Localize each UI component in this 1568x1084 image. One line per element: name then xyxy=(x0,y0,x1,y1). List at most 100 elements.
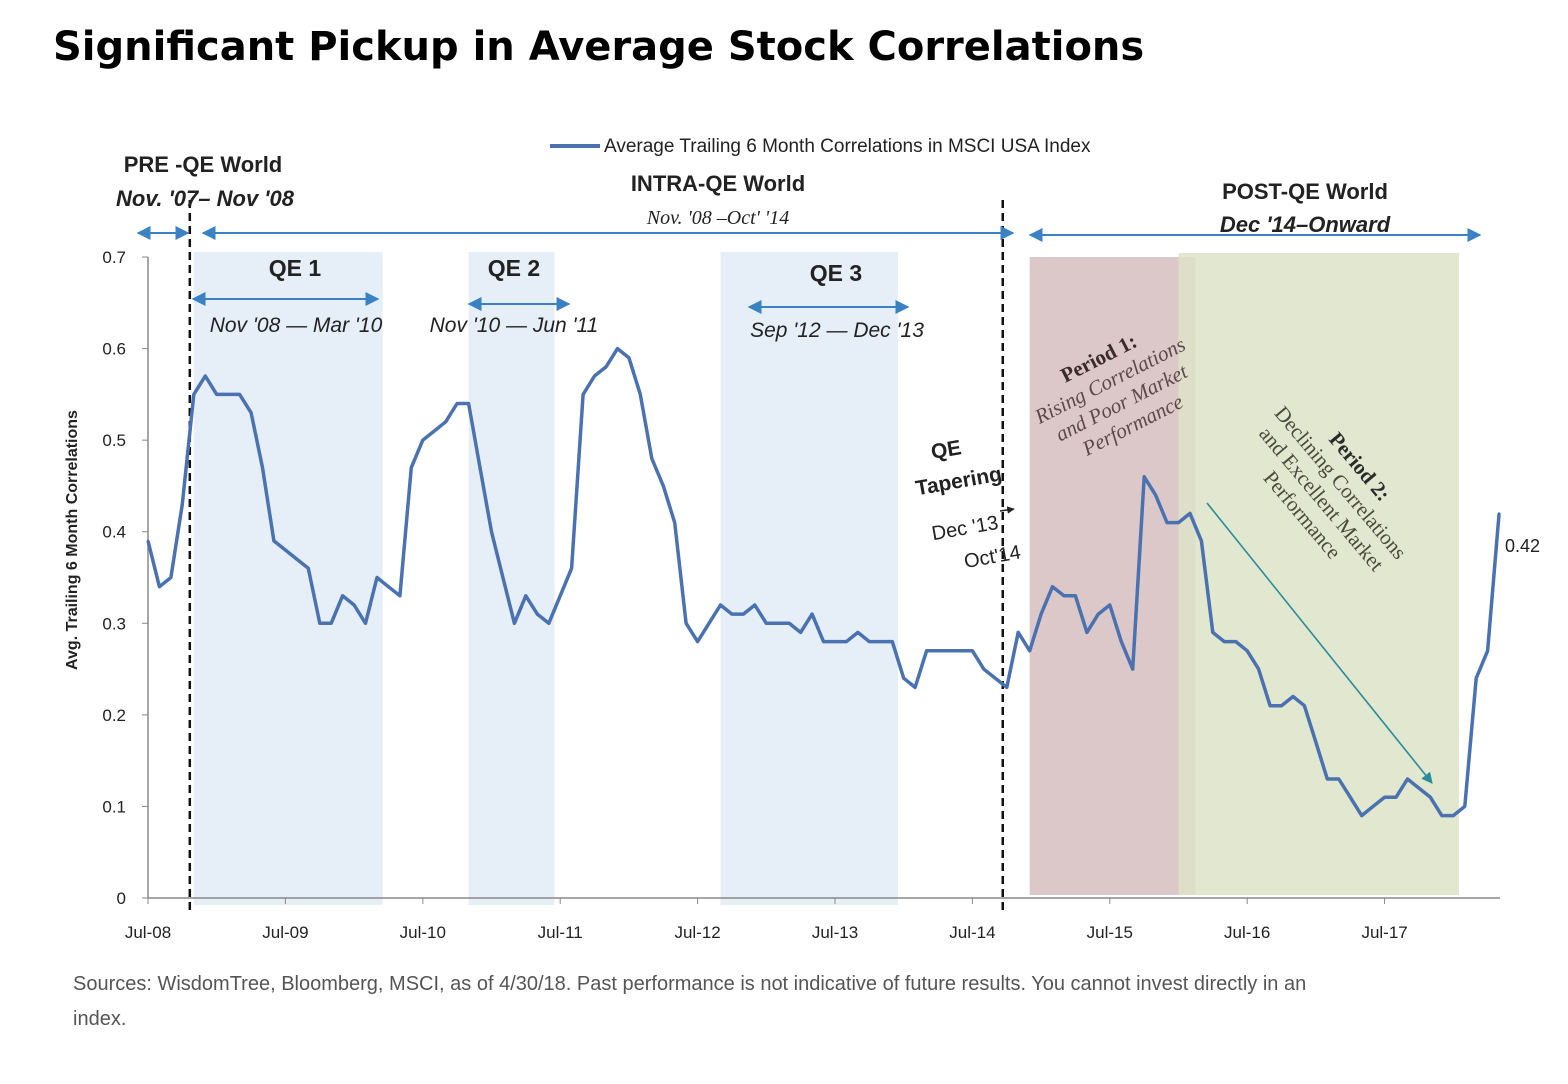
intra-qe-title: INTRA-QE World xyxy=(631,171,805,196)
x-tick-label: Jul-17 xyxy=(1361,923,1407,942)
last-value-label: 0.42 xyxy=(1505,536,1540,556)
data-point xyxy=(1211,631,1215,634)
data-point xyxy=(1039,612,1043,616)
data-point xyxy=(593,374,596,378)
chart-title: Significant Pickup in Average Stock Corr… xyxy=(53,24,1144,70)
x-tick-label: Jul-16 xyxy=(1224,923,1270,942)
data-point xyxy=(1120,640,1123,643)
data-point xyxy=(1303,704,1306,707)
data-point xyxy=(295,557,299,561)
tapering-start: Dec '13 xyxy=(930,512,1000,545)
data-point xyxy=(1108,603,1112,607)
data-point xyxy=(833,640,837,643)
data-point xyxy=(467,402,470,405)
data-point xyxy=(1326,777,1329,781)
data-point xyxy=(616,347,619,350)
data-point xyxy=(604,365,608,369)
data-point xyxy=(455,402,459,405)
data-point xyxy=(994,677,997,680)
intra-qe-dates: Nov. '08 –Oct' '14 xyxy=(646,207,789,229)
data-point xyxy=(524,594,528,598)
data-point xyxy=(627,356,631,359)
data-point xyxy=(1463,805,1466,808)
y-axis-label: Avg. Trailing 6 Month Correlations xyxy=(64,410,81,670)
data-point xyxy=(433,429,436,433)
data-point xyxy=(662,484,665,488)
data-point xyxy=(1417,786,1421,790)
data-point xyxy=(902,677,905,680)
data-point xyxy=(490,530,493,533)
data-point xyxy=(1177,521,1180,524)
legend-label: Average Trailing 6 Month Correlations in… xyxy=(604,136,1091,157)
data-point xyxy=(1371,805,1375,808)
data-point xyxy=(375,576,379,579)
tapering-qe: QE xyxy=(929,436,963,464)
post-qe-dates: Dec '14–Onward xyxy=(1220,212,1391,237)
data-point xyxy=(478,466,482,469)
data-point xyxy=(891,640,894,643)
data-point xyxy=(1234,640,1237,643)
data-point xyxy=(330,622,333,625)
data-point xyxy=(1280,704,1283,707)
data-point xyxy=(765,622,768,625)
data-point xyxy=(1268,704,1272,707)
data-point xyxy=(410,466,413,469)
data-point xyxy=(1349,796,1352,799)
qe1-dates: Nov '08 — Mar '10 xyxy=(210,314,383,337)
y-tick-label: 0.5 xyxy=(102,431,126,450)
post-qe-title: POST-QE World xyxy=(1222,179,1388,204)
data-point xyxy=(146,539,150,543)
qe3-label: QE 3 xyxy=(810,260,862,286)
data-point xyxy=(249,411,253,414)
shaded-period-1 xyxy=(1029,257,1196,895)
x-tick-label: Jul-10 xyxy=(400,923,446,942)
data-point xyxy=(1142,475,1146,478)
data-point xyxy=(559,594,562,598)
data-point xyxy=(513,622,516,625)
data-point xyxy=(1062,594,1066,598)
data-point xyxy=(1360,814,1363,817)
data-point xyxy=(1165,521,1169,524)
data-point xyxy=(1497,512,1501,515)
data-point xyxy=(1017,631,1020,634)
data-point xyxy=(1452,814,1455,817)
data-point xyxy=(261,466,264,469)
tapering-end: Oct'14 xyxy=(962,541,1022,573)
data-point xyxy=(581,393,585,396)
data-point xyxy=(1051,585,1054,588)
data-point xyxy=(1314,741,1318,744)
x-tick-label: Jul-13 xyxy=(812,923,858,942)
data-point xyxy=(776,622,779,625)
data-point xyxy=(284,548,287,552)
data-point xyxy=(226,393,230,396)
tapering-label: Tapering xyxy=(914,463,1004,501)
data-point xyxy=(1028,649,1031,652)
data-point xyxy=(364,622,367,625)
tapering-annotation: QE Tapering Dec '13 Oct'14 xyxy=(914,436,1023,573)
data-point xyxy=(707,622,711,625)
axes: 0 0.1 0.2 0.3 0.4 0.5 0.6 0.7 Jul-08 Jul-09 Jul-10… xyxy=(102,248,1500,942)
data-point xyxy=(982,667,986,671)
pre-qe-title: PRE -QE World xyxy=(124,152,283,177)
data-point xyxy=(501,576,505,579)
data-point xyxy=(650,457,653,460)
shaded-qe-2 xyxy=(468,252,555,905)
data-point xyxy=(1383,796,1386,799)
y-tick-label: 0.2 xyxy=(102,706,126,725)
data-point xyxy=(307,567,310,570)
data-point xyxy=(639,393,642,396)
y-tick-label: 0.4 xyxy=(102,523,126,542)
data-point xyxy=(1154,493,1157,497)
data-point xyxy=(169,576,173,579)
shaded-qe-1 xyxy=(193,252,383,905)
y-tick-label: 0.3 xyxy=(102,614,126,633)
data-point xyxy=(1257,667,1260,671)
data-point xyxy=(959,649,963,652)
qe1-label: QE 1 xyxy=(269,255,322,281)
y-tick-label: 0 xyxy=(117,889,126,908)
x-tick-label: Jul-08 xyxy=(125,923,171,942)
data-point xyxy=(788,622,791,625)
data-point xyxy=(1097,612,1100,616)
data-point xyxy=(856,631,860,634)
